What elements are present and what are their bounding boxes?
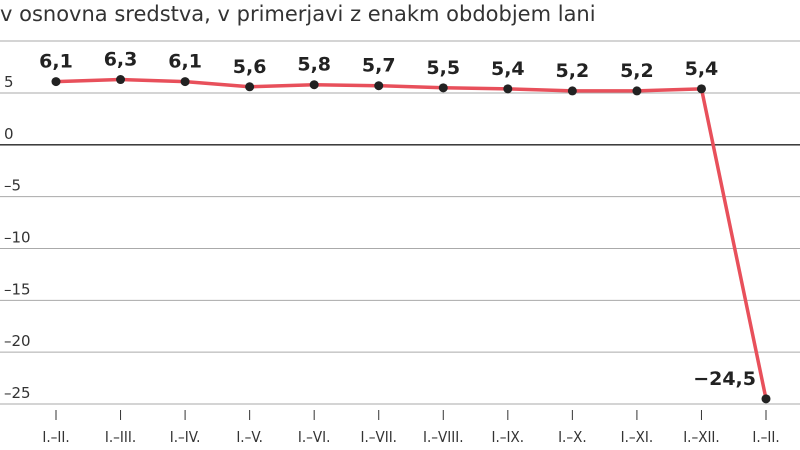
data-label: 6,1 (168, 51, 202, 73)
x-tick-label: I.–VIII. (423, 428, 463, 446)
chart-title: v osnovna sredstva, v primerjavi z enakm… (0, 2, 596, 26)
y-axis-ticks: 5 0 –5 –10 –15 –20 –25 (4, 73, 31, 402)
x-tick-label: I.–V. (236, 428, 263, 446)
data-label: 5,8 (297, 54, 331, 76)
data-point (180, 77, 190, 87)
data-label: 5,4 (685, 58, 719, 80)
data-point (51, 77, 61, 87)
x-tick-label: I.–VII. (360, 428, 396, 446)
data-label: 5,4 (491, 58, 525, 80)
x-tick-label: I.–III. (105, 428, 136, 446)
y-tick-label: 5 (4, 73, 14, 91)
x-tick-label: I.–XI. (621, 428, 654, 446)
x-tick-label: I.–II. (752, 428, 779, 446)
series-line (55, 77, 768, 400)
x-tick-label: I.–IV. (170, 428, 201, 446)
data-label: −24,5 (693, 368, 756, 390)
data-point (761, 394, 771, 404)
data-label: 5,6 (233, 56, 267, 78)
data-label: 5,2 (620, 60, 654, 82)
y-tick-label: –25 (4, 384, 31, 402)
data-label: 5,7 (362, 55, 396, 77)
data-labels: 6,1 6,3 6,1 5,6 5,8 5,7 5,5 5,4 5,2 5,2 5,4 −24,5 (39, 49, 756, 390)
data-label: 5,2 (556, 60, 590, 82)
data-point (632, 86, 642, 96)
gridlines (0, 40, 800, 405)
y-tick-label: –5 (4, 177, 21, 195)
x-tick-label: I.–X. (558, 428, 587, 446)
x-tick-label: I.–XII. (683, 428, 720, 446)
data-point (374, 81, 384, 91)
x-tick-label: I.–VI. (298, 428, 331, 446)
y-tick-label: –20 (4, 332, 31, 350)
y-tick-label: 0 (4, 125, 14, 143)
data-points (51, 75, 771, 404)
data-point (503, 84, 513, 94)
x-tick-label: I.–II. (42, 428, 69, 446)
data-label: 6,3 (104, 49, 138, 71)
data-label: 6,1 (39, 51, 73, 73)
data-point (116, 75, 126, 85)
x-tick-label: I.–IX. (492, 428, 525, 446)
x-axis-ticks: I.–II. I.–III. I.–IV. I.–V. I.–VI. I.–VII. I.–… (42, 410, 780, 446)
data-point (245, 82, 255, 92)
data-point (309, 80, 319, 90)
data-point (567, 86, 577, 96)
data-label: 5,5 (426, 57, 460, 79)
data-point (438, 83, 448, 93)
data-point (696, 84, 706, 94)
y-tick-label: –10 (4, 229, 31, 247)
y-tick-label: –15 (4, 280, 31, 298)
